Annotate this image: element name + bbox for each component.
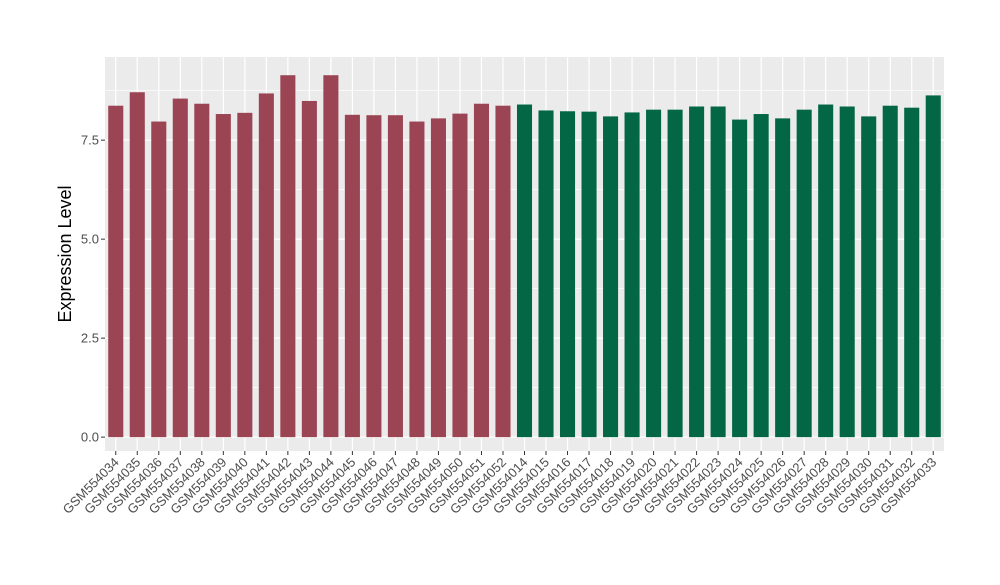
bar-GSM554041 <box>258 93 274 438</box>
bar-GSM554016 <box>559 111 576 438</box>
y-axis-label: Expression Level <box>55 185 75 322</box>
bar-GSM554027 <box>796 109 812 438</box>
bar-GSM554031 <box>882 105 898 438</box>
bar-GSM554040 <box>237 112 253 438</box>
bars <box>108 75 941 438</box>
bar-GSM554038 <box>194 103 210 438</box>
bar-GSM554048 <box>409 121 425 438</box>
bar-GSM554026 <box>775 118 791 438</box>
bar-GSM554043 <box>301 100 317 438</box>
bar-GSM554029 <box>839 106 855 438</box>
bar-GSM554025 <box>753 114 769 438</box>
bar-GSM554022 <box>689 106 705 438</box>
y-tick-label: 5.0 <box>81 232 99 247</box>
bar-GSM554046 <box>366 115 382 438</box>
bar-GSM554017 <box>581 111 597 438</box>
bar-GSM554023 <box>710 106 726 438</box>
y-tick-label: 7.5 <box>81 133 99 148</box>
bar-GSM554034 <box>108 105 124 438</box>
bar-GSM554042 <box>280 75 296 438</box>
x-axis: GSM554034GSM554035GSM554036GSM554037GSM5… <box>60 451 939 517</box>
bar-GSM554020 <box>646 109 662 438</box>
bar-GSM554050 <box>452 113 468 438</box>
bar-GSM554039 <box>215 114 231 438</box>
bar-GSM554033 <box>925 95 941 438</box>
y-tick-label: 2.5 <box>81 331 99 346</box>
bar-GSM554047 <box>387 115 403 438</box>
bar-GSM554019 <box>624 112 640 438</box>
bar-GSM554018 <box>603 116 619 438</box>
y-axis: 0.0 2.5 5.0 7.5 <box>81 133 105 445</box>
bar-GSM554024 <box>732 119 748 438</box>
bar-GSM554036 <box>151 121 167 438</box>
bar-GSM554035 <box>129 92 145 438</box>
bar-GSM554014 <box>516 104 533 438</box>
bar-GSM554028 <box>818 104 834 438</box>
bar-GSM554015 <box>538 110 554 438</box>
bar-GSM554049 <box>430 118 446 438</box>
bar-GSM554045 <box>344 114 360 438</box>
bar-GSM554030 <box>861 116 877 438</box>
bar-GSM554052 <box>495 105 511 438</box>
y-tick-label: 0.0 <box>81 430 99 445</box>
bar-GSM554044 <box>323 75 339 438</box>
bar-GSM554051 <box>473 103 490 438</box>
bar-GSM554032 <box>904 107 920 438</box>
bar-GSM554021 <box>667 109 683 438</box>
bar-GSM554037 <box>172 98 188 438</box>
